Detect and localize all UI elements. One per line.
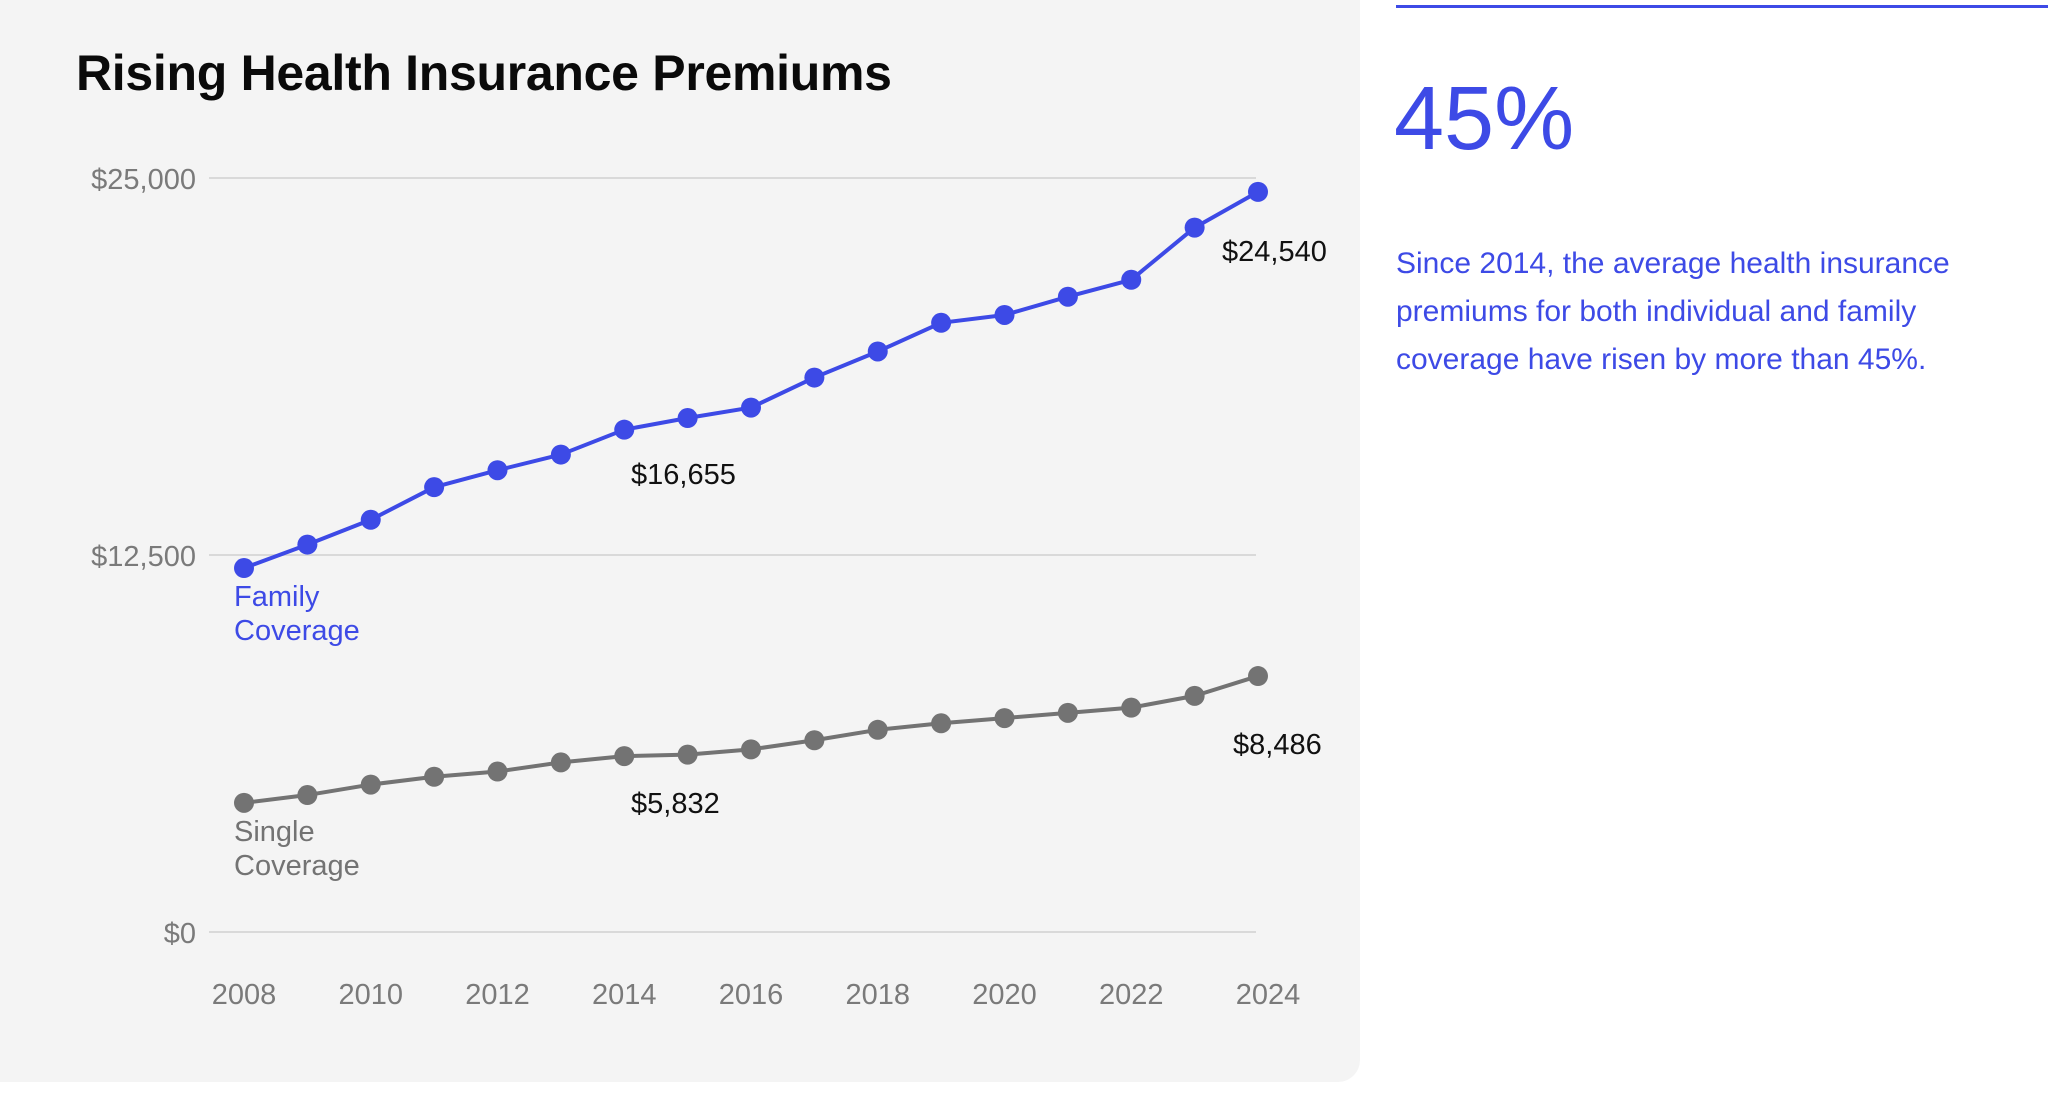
series-line-family [243, 190, 1259, 570]
line-chart: $0 $12,500 $25,000 2008 2010 2012 2014 2016 2018… [91, 164, 1327, 1011]
chart-card: Rising Health Insurance Premiums [0, 0, 1360, 1082]
data-point [1121, 697, 1142, 718]
series-label-family: Family Coverage [234, 581, 360, 647]
x-tick-label: 2012 [465, 979, 530, 1011]
stat-description: Since 2014, the average health insurance… [1396, 247, 1950, 376]
data-point [487, 761, 508, 782]
stat-value: 45% [1394, 69, 1575, 169]
x-tick-label: 2008 [212, 979, 277, 1011]
data-point [234, 558, 254, 579]
data-point [614, 419, 635, 440]
data-label: $24,540 [1222, 236, 1327, 268]
x-tick-label: 2010 [338, 979, 403, 1011]
y-tick-label: $12,500 [91, 541, 196, 573]
data-point [297, 534, 318, 555]
x-tick-label: 2022 [1099, 979, 1164, 1011]
data-point [234, 792, 254, 813]
data-point [867, 719, 888, 740]
series-label-single: Single Coverage [234, 816, 360, 882]
data-label: $8,486 [1233, 729, 1322, 761]
data-point [550, 752, 571, 773]
data-label: $5,832 [631, 788, 720, 820]
data-point [1121, 269, 1142, 290]
data-point [297, 785, 318, 806]
x-tick-label: 2024 [1236, 979, 1301, 1011]
data-point [360, 509, 381, 530]
data-point [867, 341, 888, 362]
data-point [550, 444, 571, 465]
data-point [1248, 666, 1268, 687]
data-point [1248, 181, 1268, 202]
data-point [424, 477, 445, 498]
data-point [741, 397, 761, 418]
chart-title: Rising Health Insurance Premiums [76, 45, 892, 101]
data-point [424, 766, 445, 787]
data-point [1057, 286, 1078, 307]
data-point [994, 304, 1015, 325]
data-point [931, 713, 952, 734]
y-tick-label: $0 [164, 918, 196, 950]
accent-divider [1396, 5, 2048, 8]
data-point [1057, 702, 1078, 723]
data-point [677, 408, 698, 429]
y-tick-label: $25,000 [91, 164, 196, 196]
data-point [1184, 217, 1205, 238]
data-point [1184, 685, 1205, 706]
x-tick-label: 2018 [845, 979, 910, 1011]
data-point [487, 460, 508, 481]
data-point [677, 744, 698, 765]
data-point [804, 730, 825, 751]
data-point [360, 774, 381, 795]
data-point [741, 739, 761, 760]
x-tick-label: 2020 [972, 979, 1037, 1011]
x-tick-label: 2016 [719, 979, 784, 1011]
data-point [614, 746, 635, 767]
data-point [804, 367, 825, 388]
x-tick-label: 2014 [592, 979, 657, 1011]
data-label: $16,655 [631, 459, 736, 491]
data-point [994, 708, 1015, 729]
data-point [931, 312, 952, 333]
